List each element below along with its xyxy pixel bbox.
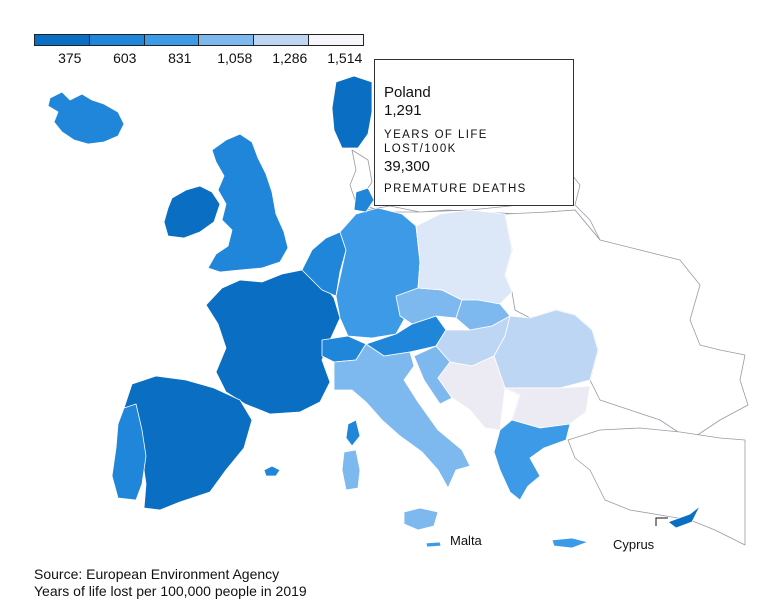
legend-label: 1,514 (327, 50, 363, 66)
country-united-kingdom[interactable] (207, 133, 289, 273)
island-crete[interactable] (551, 537, 589, 549)
source-note: Source: European Environment Agency Year… (34, 566, 307, 600)
island-sardinia[interactable] (341, 449, 361, 491)
country-greece[interactable] (493, 419, 571, 501)
region-ukraine-belarus-russia[interactable] (504, 209, 749, 441)
legend-label: 831 (168, 50, 192, 66)
country-poland[interactable] (415, 209, 513, 305)
country-norway[interactable] (331, 75, 373, 149)
country-bulgaria[interactable] (504, 385, 591, 429)
tooltip-deaths-caption: PREMATURE DEATHS (384, 183, 527, 195)
legend-swatch-4 (254, 35, 310, 45)
legend-label: 603 (113, 50, 137, 66)
country-serbia-bosnia[interactable] (437, 355, 506, 431)
legend-swatch-2 (144, 35, 200, 45)
country-ireland[interactable] (163, 185, 221, 239)
island-sicily[interactable] (403, 507, 439, 531)
tooltip-years-value: 1,291 (384, 102, 422, 119)
legend-swatch-3 (199, 35, 255, 45)
source-line: Source: European Environment Agency (34, 566, 280, 582)
legend-color-bar (34, 34, 364, 46)
legend-label: 1,058 (217, 50, 253, 66)
legend-labels: 375 603 831 1,058 1,286 1,514 (34, 50, 364, 68)
label-cyprus: Cyprus (613, 537, 655, 552)
tooltip-deaths-value: 39,300 (384, 158, 430, 175)
island-balearics[interactable] (263, 465, 281, 477)
label-malta: Malta (450, 533, 482, 548)
legend-swatch-1 (89, 35, 145, 45)
caption-line: Years of life lost per 100,000 people in… (34, 583, 307, 599)
region-turkey[interactable] (567, 427, 746, 546)
country-iceland[interactable] (47, 91, 125, 145)
country-italy[interactable] (333, 343, 471, 489)
tooltip-years-caption: YEARS OF LIFE LOST/100K (384, 129, 488, 155)
island-corsica[interactable] (345, 419, 361, 447)
cyprus-leader-line (655, 517, 668, 526)
country-tooltip: Poland 1,291 YEARS OF LIFE LOST/100K 39,… (374, 59, 574, 206)
tooltip-country-name: Poland (384, 84, 431, 101)
country-france[interactable] (205, 269, 341, 415)
country-romania[interactable] (493, 309, 599, 389)
country-denmark[interactable] (353, 187, 375, 213)
legend-label: 1,286 (272, 50, 308, 66)
legend-swatch-5 (309, 35, 363, 45)
island-malta[interactable] (425, 541, 442, 548)
color-legend: 375 603 831 1,058 1,286 1,514 (34, 34, 364, 68)
legend-swatch-0 (35, 35, 90, 45)
legend-label: 375 (58, 50, 82, 66)
country-portugal[interactable] (111, 403, 147, 501)
island-cyprus[interactable] (667, 505, 701, 529)
